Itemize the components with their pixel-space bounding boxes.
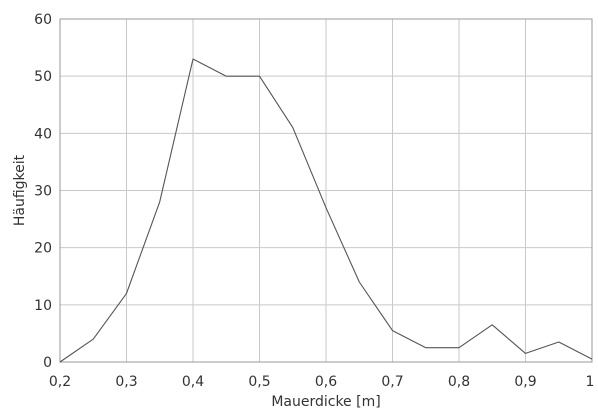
y-tick-label: 0 <box>43 355 52 371</box>
y-axis-label: Häufigkeit <box>12 154 28 226</box>
x-tick-label: 0,9 <box>514 374 536 390</box>
x-tick-labels: 0,2 0,3 0,4 0,5 0,6 0,7 0,8 0,9 1 <box>49 374 595 390</box>
x-tick-label: 0,8 <box>448 374 470 390</box>
y-tick-label: 20 <box>34 241 52 257</box>
y-tick-label: 10 <box>34 298 52 314</box>
x-tick-label: 0,7 <box>381 374 403 390</box>
x-tick-label: 0,5 <box>248 374 270 390</box>
series-line-0 <box>59 58 593 363</box>
x-tick-label: 0,3 <box>115 374 137 390</box>
y-tick-label: 40 <box>34 126 52 142</box>
x-tick-label: 0,6 <box>315 374 337 390</box>
x-tick-label: 0,2 <box>49 374 71 390</box>
y-tick-label: 50 <box>34 69 52 85</box>
y-tick-label: 30 <box>34 184 52 200</box>
x-tick-label: 1 <box>586 374 595 390</box>
x-axis-label: Mauerdicke [m] <box>271 394 380 410</box>
series-layer <box>59 58 593 363</box>
x-tick-label: 0,4 <box>182 374 204 390</box>
y-tick-label: 60 <box>34 12 52 28</box>
plot-frame <box>59 18 593 363</box>
grid <box>59 18 593 363</box>
y-tick-labels: 0 10 20 30 40 50 60 <box>34 12 52 371</box>
